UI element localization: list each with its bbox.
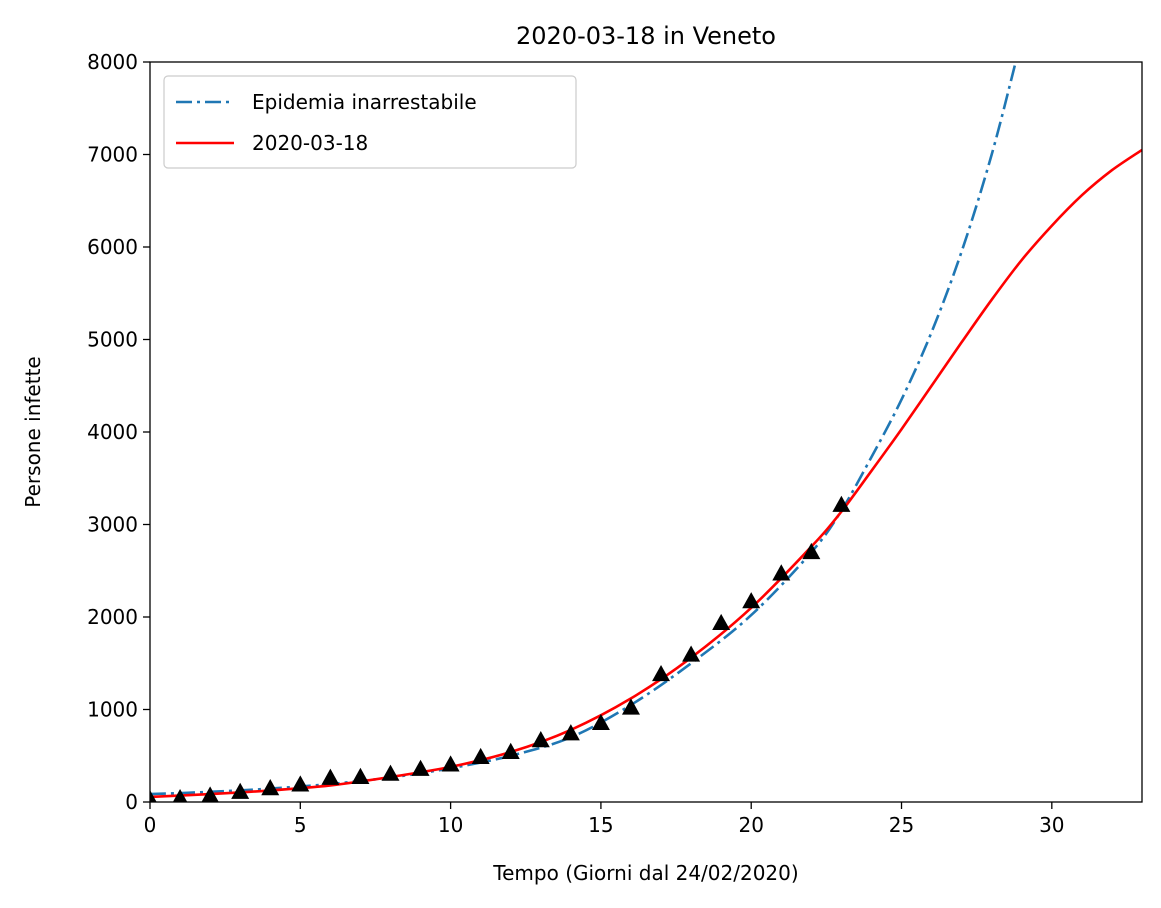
series-line-0 bbox=[150, 62, 1017, 796]
y-axis-label: Persone infette bbox=[21, 356, 45, 507]
y-axis-ticks: 0 1000 2000 3000 4000 5000 6000 7000 8000 bbox=[87, 50, 150, 814]
chart-title: 2020-03-18 in Veneto bbox=[516, 22, 776, 50]
data-point-triangle bbox=[742, 592, 761, 609]
y-tick-label: 8000 bbox=[87, 50, 138, 74]
x-axis-ticks: 0 5 10 15 20 25 30 bbox=[144, 802, 1065, 837]
y-tick-label: 4000 bbox=[87, 420, 138, 444]
x-tick-label: 15 bbox=[588, 813, 613, 837]
x-tick-label: 20 bbox=[738, 813, 763, 837]
data-point-triangle bbox=[682, 645, 701, 662]
data-point-triangle bbox=[172, 789, 188, 802]
data-point-triangle bbox=[501, 742, 520, 759]
y-tick-label: 0 bbox=[125, 790, 138, 814]
data-point-triangle bbox=[471, 747, 490, 765]
legend: Epidemia inarrestabile 2020-03-18 bbox=[163, 75, 577, 169]
legend-box bbox=[163, 75, 577, 169]
data-point-triangle bbox=[351, 767, 370, 784]
x-tick-label: 5 bbox=[294, 813, 307, 837]
y-tick-label: 1000 bbox=[87, 698, 138, 722]
y-tick-label: 3000 bbox=[87, 513, 138, 537]
series-line-1 bbox=[150, 148, 1142, 799]
y-tick-label: 5000 bbox=[87, 328, 138, 352]
data-point-triangle bbox=[832, 495, 851, 512]
data-point-triangle bbox=[150, 790, 157, 802]
y-tick-label: 6000 bbox=[87, 235, 138, 259]
y-tick-label: 7000 bbox=[87, 143, 138, 167]
data-point-triangle bbox=[591, 713, 610, 731]
data-point-triangle bbox=[561, 724, 580, 741]
x-tick-label: 10 bbox=[438, 813, 463, 837]
data-point-triangle bbox=[712, 613, 731, 631]
legend-label-2020-03-18: 2020-03-18 bbox=[252, 131, 368, 155]
data-point-triangle bbox=[291, 775, 310, 792]
y-tick-label: 2000 bbox=[87, 605, 138, 629]
x-tick-label: 30 bbox=[1039, 813, 1064, 837]
data-point-triangle bbox=[802, 542, 821, 560]
data-point-triangle bbox=[261, 779, 280, 796]
data-point-triangle bbox=[441, 755, 460, 772]
data-point-triangle bbox=[381, 764, 400, 781]
legend-label-epidemia: Epidemia inarrestabile bbox=[252, 90, 477, 114]
x-tick-label: 0 bbox=[144, 813, 157, 837]
x-tick-label: 25 bbox=[889, 813, 914, 837]
x-axis-label: Tempo (Giorni dal 24/02/2020) bbox=[492, 861, 798, 885]
data-point-triangle bbox=[231, 782, 250, 799]
plot-frame bbox=[149, 61, 1143, 803]
data-point-triangle bbox=[411, 759, 430, 776]
data-point-triangle bbox=[652, 664, 671, 682]
data-point-triangle bbox=[321, 768, 340, 785]
data-point-triangle bbox=[531, 731, 550, 748]
data-point-triangle bbox=[772, 564, 791, 581]
data-point-triangle bbox=[621, 698, 640, 715]
data-point-triangle bbox=[201, 786, 219, 802]
plot-series bbox=[150, 62, 1142, 802]
